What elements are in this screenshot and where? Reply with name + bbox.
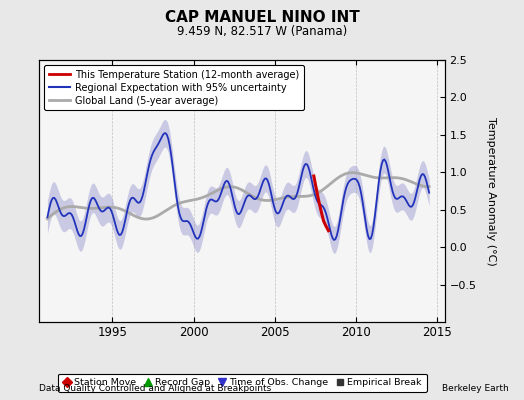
Y-axis label: Temperature Anomaly (°C): Temperature Anomaly (°C) — [486, 117, 496, 265]
Text: Data Quality Controlled and Aligned at Breakpoints: Data Quality Controlled and Aligned at B… — [39, 384, 271, 393]
Text: 9.459 N, 82.517 W (Panama): 9.459 N, 82.517 W (Panama) — [177, 25, 347, 38]
Text: CAP MANUEL NINO INT: CAP MANUEL NINO INT — [165, 10, 359, 25]
Legend: Station Move, Record Gap, Time of Obs. Change, Empirical Break: Station Move, Record Gap, Time of Obs. C… — [58, 374, 427, 392]
Text: Berkeley Earth: Berkeley Earth — [442, 384, 508, 393]
